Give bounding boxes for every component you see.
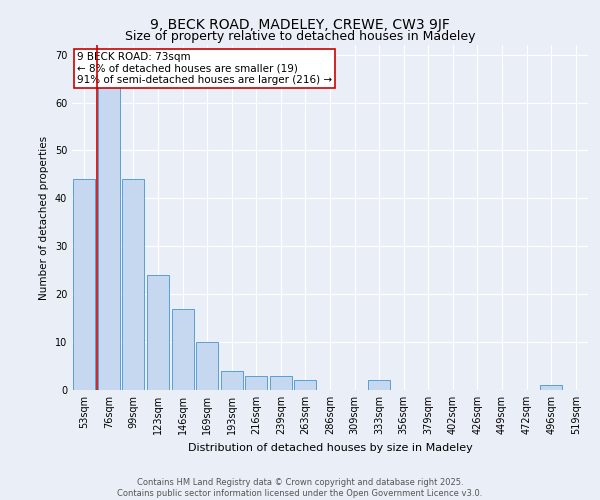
Bar bbox=[368, 380, 390, 390]
Text: 9, BECK ROAD, MADELEY, CREWE, CW3 9JF: 9, BECK ROAD, MADELEY, CREWE, CW3 9JF bbox=[150, 18, 450, 32]
X-axis label: Distribution of detached houses by size in Madeley: Distribution of detached houses by size … bbox=[188, 442, 472, 452]
Bar bbox=[295, 380, 316, 390]
Bar bbox=[122, 179, 145, 390]
Text: Contains HM Land Registry data © Crown copyright and database right 2025.
Contai: Contains HM Land Registry data © Crown c… bbox=[118, 478, 482, 498]
Bar bbox=[270, 376, 292, 390]
Bar bbox=[540, 385, 562, 390]
Bar bbox=[73, 179, 95, 390]
Bar bbox=[196, 342, 218, 390]
Bar bbox=[221, 371, 243, 390]
Bar bbox=[245, 376, 268, 390]
Bar bbox=[147, 275, 169, 390]
Text: 9 BECK ROAD: 73sqm
← 8% of detached houses are smaller (19)
91% of semi-detached: 9 BECK ROAD: 73sqm ← 8% of detached hous… bbox=[77, 52, 332, 85]
Y-axis label: Number of detached properties: Number of detached properties bbox=[39, 136, 49, 300]
Bar bbox=[172, 308, 194, 390]
Text: Size of property relative to detached houses in Madeley: Size of property relative to detached ho… bbox=[125, 30, 475, 43]
Bar bbox=[98, 78, 120, 390]
